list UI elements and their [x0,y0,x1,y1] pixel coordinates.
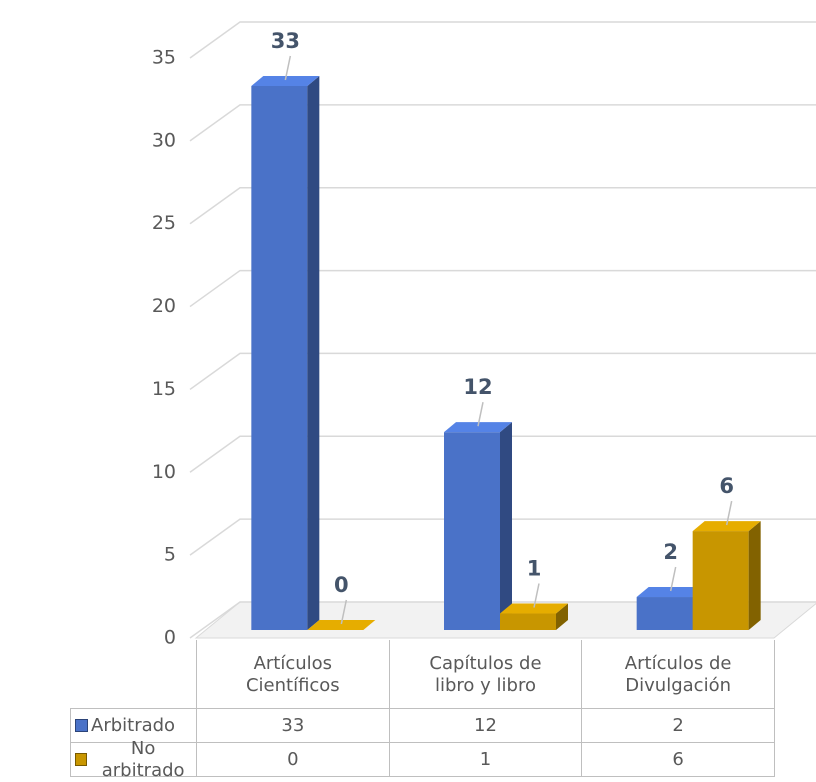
y-tick-label: 20 [152,295,176,317]
table-header: Artículos de Divulgación [581,640,775,709]
cell-text: 12 [474,714,497,736]
table-header: Capítulos de libro y libro [388,640,583,709]
leader-line [669,566,677,592]
legend-key [75,753,88,766]
cell-text: 33 [281,714,305,736]
data-label: 1 [527,557,542,581]
bar-top [307,620,376,630]
bar-side [748,521,761,630]
bar-front [636,597,693,630]
bar-front [692,531,749,630]
table-value: 33 [196,708,390,743]
grid-line [189,21,816,59]
cell-text: Capítulos de libro y libro [429,652,542,696]
leader-line [533,583,540,608]
table-value: 12 [388,708,583,743]
bar-side [500,422,512,630]
bar [251,75,320,630]
cell-text: 2 [672,714,684,736]
y-tick-label: 5 [164,544,176,566]
grid-line [189,518,816,556]
cell-text: 6 [672,748,684,770]
cell-text: Artículos Científicos [245,652,340,696]
bar-top [636,587,705,598]
grid-line [189,601,816,639]
grid-line [189,186,816,225]
y-tick-label: 35 [152,47,176,69]
data-label: 12 [463,375,492,399]
bar-front [500,613,556,630]
bar-side [307,75,320,630]
cell-text: Arbitrado [91,714,176,736]
table-header: Artículos Científicos [196,640,390,709]
bar-front [444,432,500,630]
table-value: 6 [581,742,775,777]
cell-text: 0 [287,748,299,770]
cell-text: No arbitrado [101,737,185,781]
bar-top [251,75,320,86]
bar [692,521,761,630]
y-tick-label: 10 [152,461,176,483]
bar-top [444,422,512,433]
data-label: 0 [334,573,349,597]
grid-line [189,352,816,391]
data-label: 2 [663,540,678,564]
grid-line [189,435,816,473]
legend-key [75,719,88,732]
bar-top [500,603,568,614]
cell-text: 1 [479,748,492,770]
leader-line [340,599,348,625]
y-tick-label: 30 [152,129,176,151]
leader-line [284,55,292,81]
table-value: 1 [388,742,583,777]
leader-line [725,500,733,526]
grid-line [189,104,816,142]
bar [500,603,568,630]
data-label: 6 [719,474,734,498]
table-row-label: No arbitrado [70,738,197,781]
bar-side [556,603,568,630]
table-value: 0 [196,742,390,777]
bar [307,620,376,630]
grid-line [189,269,816,308]
bar-top [692,521,761,532]
bar [444,422,512,630]
y-tick-label: 15 [152,378,176,400]
y-tick-label: 0 [164,627,176,649]
leader-line [477,402,484,427]
bar-front [251,85,308,630]
cell-text: Artículos de Divulgación [624,652,732,696]
data-label: 33 [271,29,300,53]
y-tick-label: 25 [152,212,176,234]
table-value: 2 [581,708,775,743]
